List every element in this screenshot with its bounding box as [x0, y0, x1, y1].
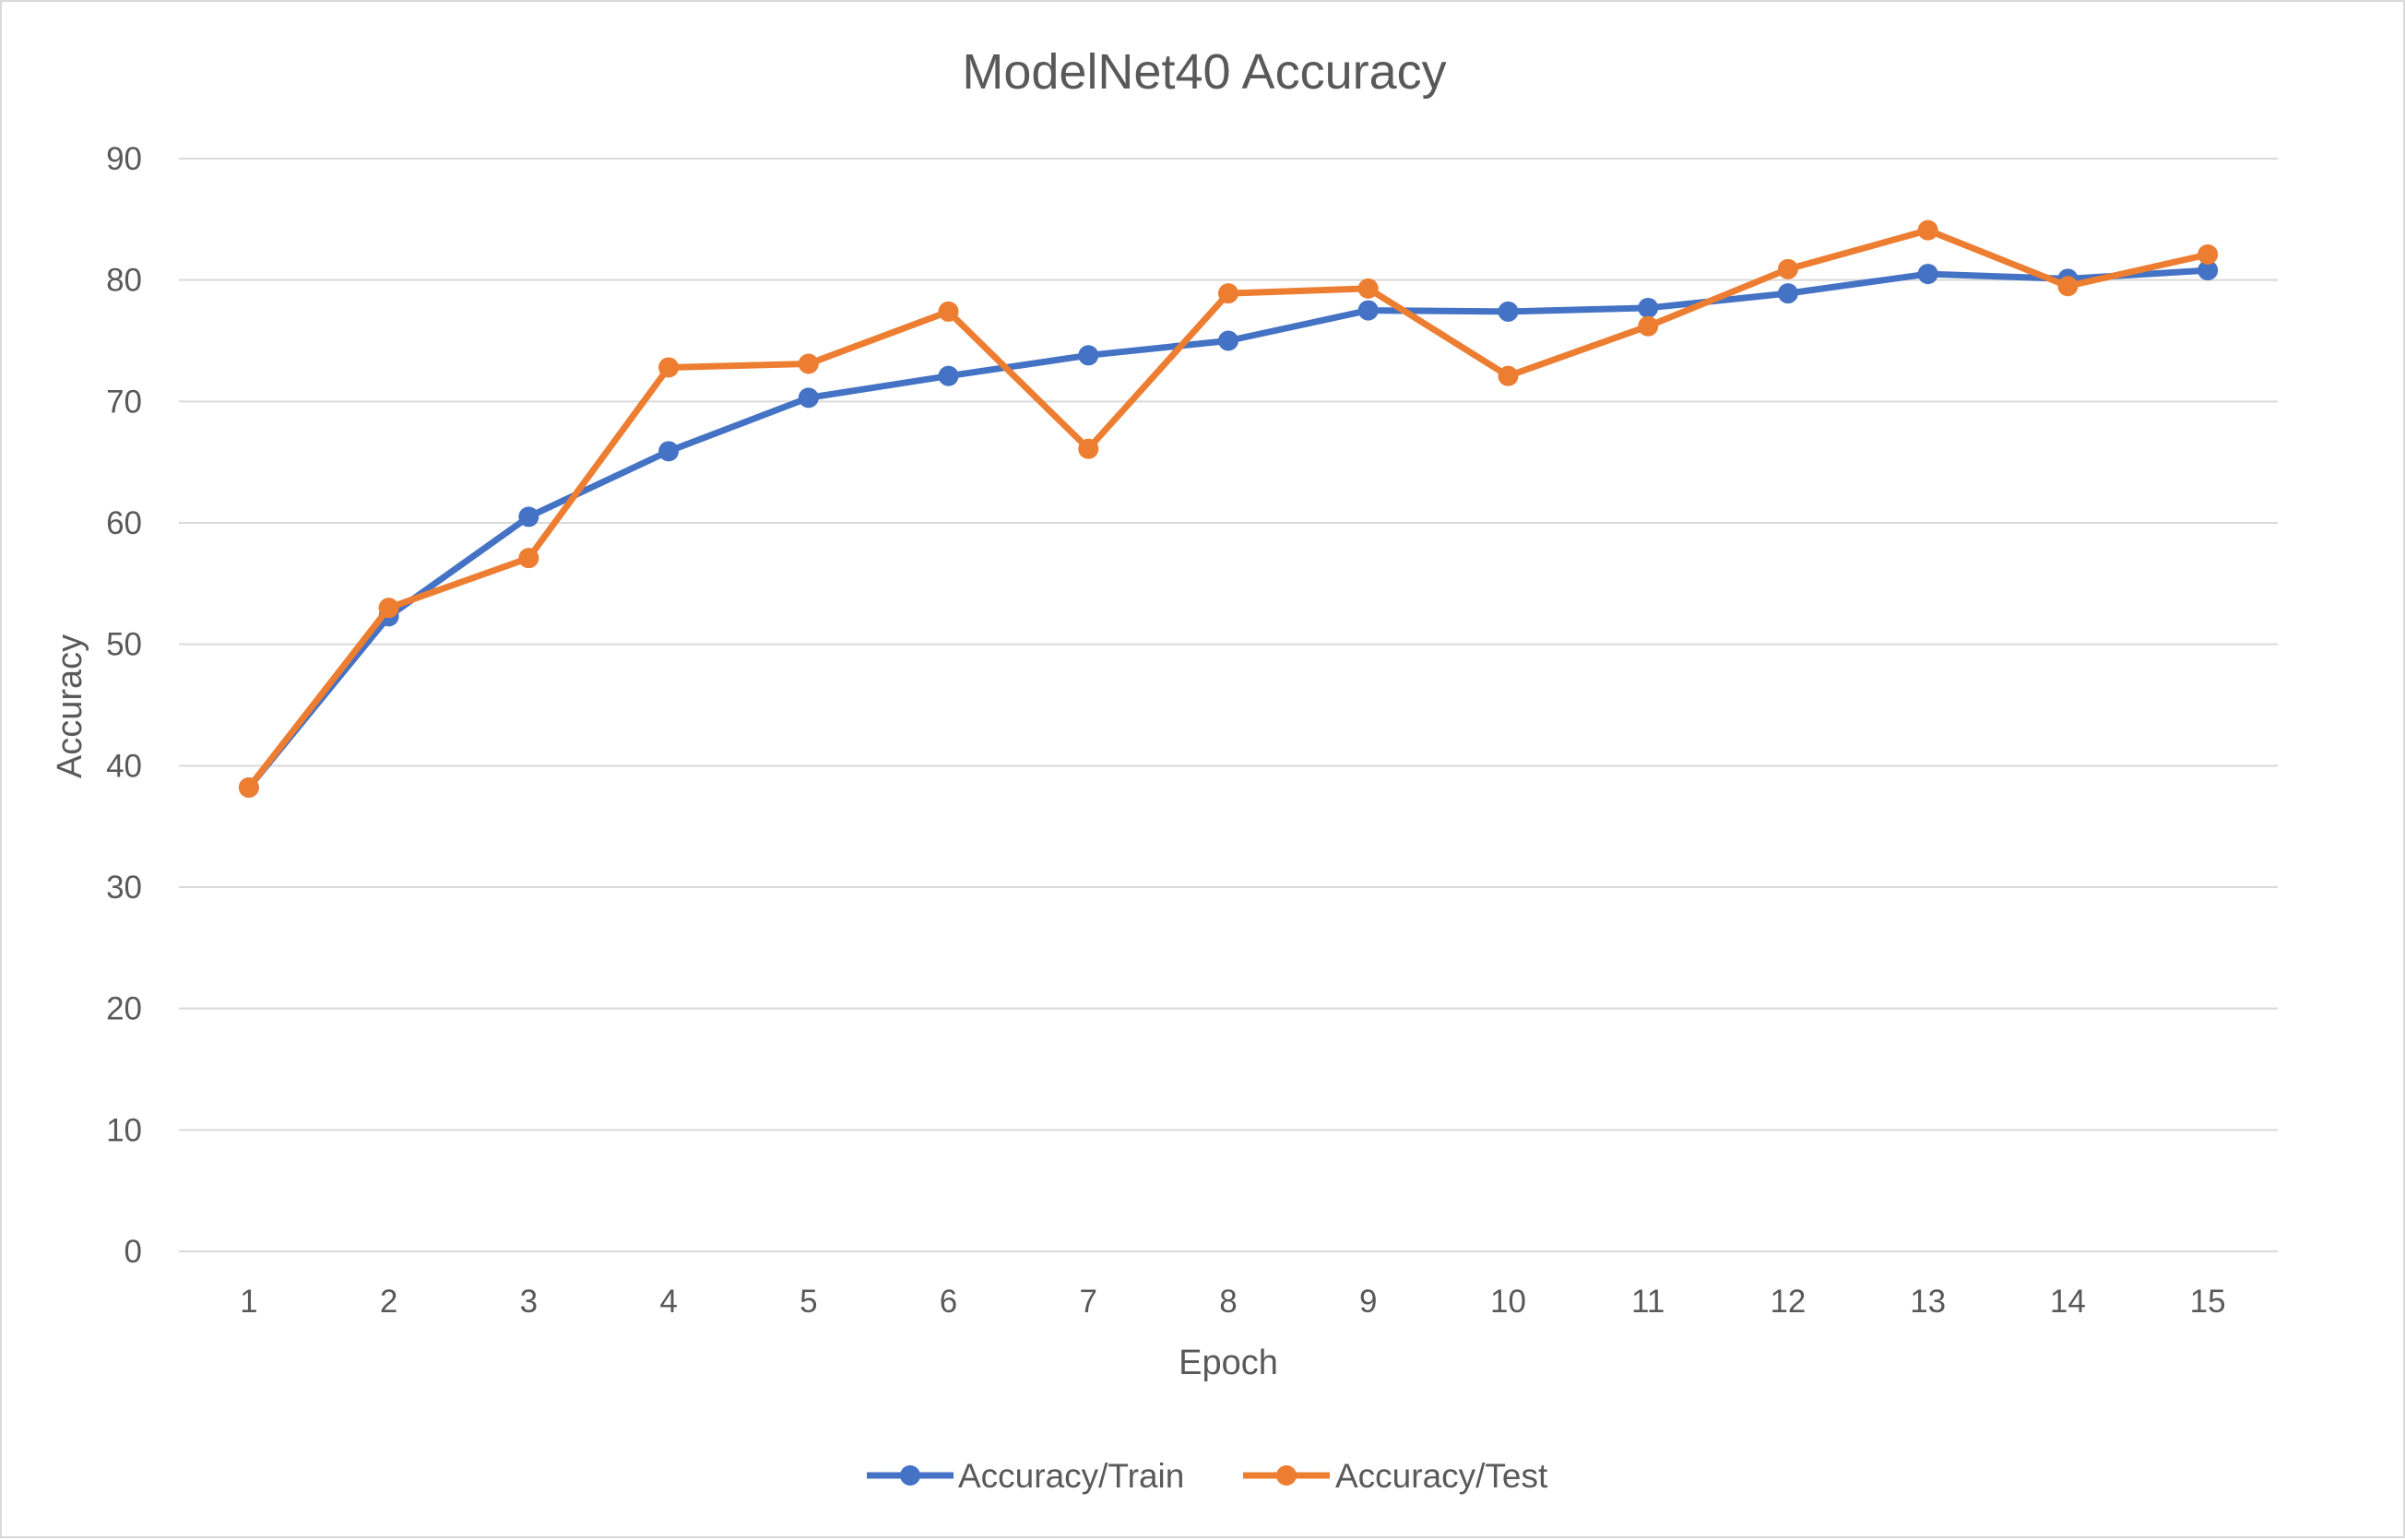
legend-test-marker	[1276, 1465, 1297, 1486]
x-axis-tick-labels: 1 2 3 4 5 6 7 8 9 10 11 12 13 14 15	[240, 1284, 2225, 1320]
data-point	[938, 365, 959, 386]
data-point	[798, 387, 819, 409]
chart-title: ModelNet40 Accuracy	[962, 44, 1446, 100]
data-point	[1638, 315, 1659, 337]
data-point	[238, 777, 259, 799]
legend-train-marker	[900, 1465, 920, 1486]
x-tick-label: 8	[1219, 1284, 1237, 1320]
y-tick-label: 50	[106, 627, 142, 663]
y-tick-label: 70	[106, 384, 142, 420]
y-tick-label: 30	[106, 870, 142, 906]
data-point	[1638, 297, 1659, 318]
y-tick-label: 20	[106, 991, 142, 1027]
x-tick-label: 13	[1910, 1284, 1946, 1320]
data-point	[798, 353, 819, 374]
data-point	[2057, 276, 2079, 297]
data-point	[1498, 365, 1519, 386]
y-axis-title: Accuracy	[51, 634, 89, 778]
y-tick-label: 40	[106, 748, 142, 784]
series-test	[238, 219, 2219, 799]
x-tick-label: 12	[1770, 1284, 1806, 1320]
data-point	[1917, 264, 1938, 285]
x-tick-label: 14	[2050, 1284, 2086, 1320]
y-axis-tick-labels: 0 10 20 30 40 50 60 70 80 90	[106, 141, 142, 1270]
y-tick-label: 10	[106, 1112, 142, 1148]
series-layer	[238, 219, 2219, 799]
data-point	[1777, 283, 1798, 304]
legend-test-label: Accuracy/Test	[1335, 1457, 1548, 1495]
y-tick-label: 90	[106, 141, 142, 177]
data-point	[1218, 330, 1238, 351]
data-point	[658, 357, 680, 378]
x-tick-label: 7	[1080, 1284, 1097, 1320]
x-tick-label: 1	[240, 1284, 257, 1320]
data-point	[658, 441, 680, 462]
legend-train-label: Accuracy/Train	[958, 1457, 1184, 1495]
x-tick-label: 4	[659, 1284, 677, 1320]
x-tick-label: 9	[1359, 1284, 1377, 1320]
y-tick-label: 60	[106, 505, 142, 541]
data-point	[1357, 278, 1379, 299]
data-point	[1357, 300, 1379, 321]
gridlines	[179, 158, 2278, 1131]
data-point	[378, 598, 399, 619]
x-tick-label: 10	[1490, 1284, 1526, 1320]
data-point	[2198, 260, 2219, 281]
x-tick-label: 2	[380, 1284, 397, 1320]
x-tick-label: 6	[940, 1284, 957, 1320]
data-point	[2198, 244, 2219, 266]
legend-item-train: Accuracy/Train	[867, 1457, 1184, 1495]
x-tick-label: 3	[520, 1284, 538, 1320]
x-tick-label: 15	[2190, 1284, 2226, 1320]
x-axis-title: Epoch	[1179, 1344, 1278, 1382]
data-point	[1218, 283, 1238, 304]
x-tick-label: 11	[1631, 1284, 1665, 1320]
y-tick-label: 80	[106, 263, 142, 299]
data-point	[938, 301, 959, 322]
x-tick-label: 5	[800, 1284, 817, 1320]
data-point	[1917, 219, 1938, 241]
data-point	[518, 548, 539, 569]
data-point	[1498, 301, 1519, 322]
y-tick-label: 0	[124, 1234, 142, 1270]
legend-item-test: Accuracy/Test	[1243, 1457, 1548, 1495]
legend: Accuracy/Train Accuracy/Test	[867, 1457, 1548, 1495]
data-point	[1777, 258, 1798, 279]
data-point	[1078, 438, 1099, 459]
data-point	[1078, 345, 1099, 366]
data-point	[518, 506, 539, 527]
series-train	[238, 260, 2219, 799]
